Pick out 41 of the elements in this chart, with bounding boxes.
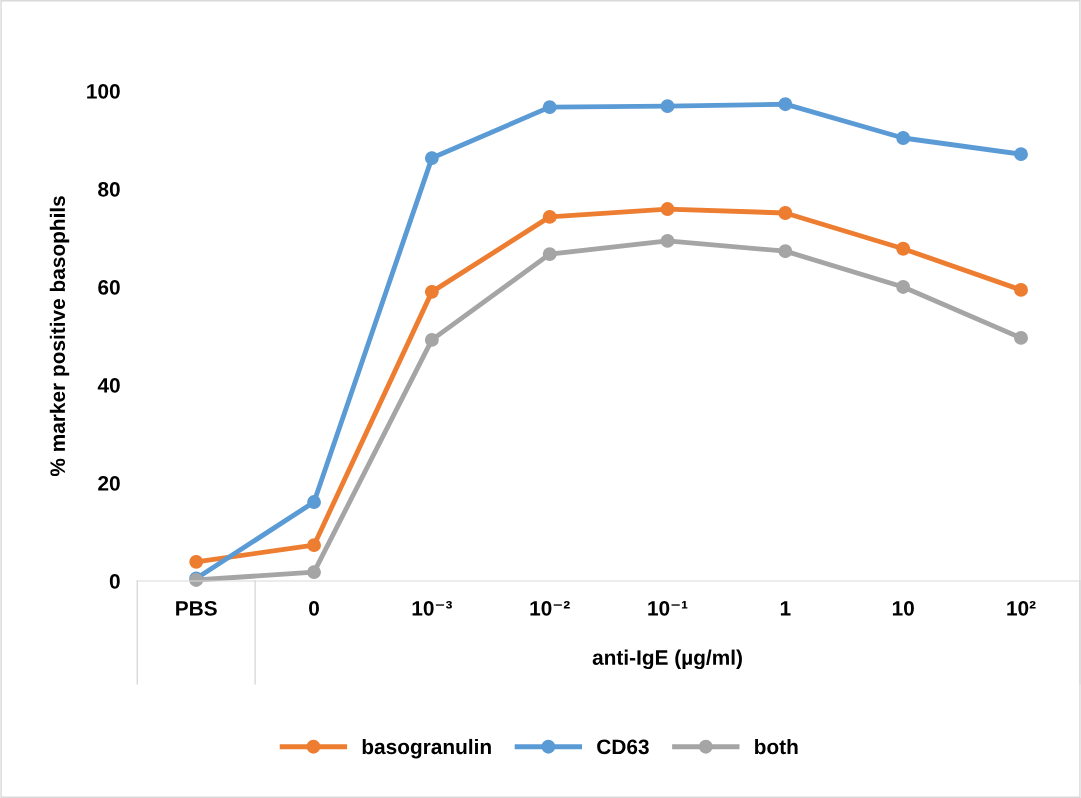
point: [660, 233, 675, 248]
point: [778, 97, 793, 112]
point: [307, 565, 321, 580]
point: [896, 280, 911, 294]
x-tick-label: PBS: [176, 600, 217, 616]
point: [1014, 147, 1028, 162]
point: [424, 284, 439, 299]
point: [1014, 282, 1028, 297]
x-axis-title: anti-IgE (µg/ml): [592, 649, 742, 670]
legend-label: both: [755, 738, 798, 755]
point: [778, 206, 793, 220]
point: [896, 131, 911, 145]
point: [307, 538, 321, 553]
point: [542, 100, 557, 115]
point: [1014, 330, 1028, 345]
point: [778, 244, 793, 259]
y-tick-label: 0: [109, 573, 120, 589]
x-tick-label: 10: [892, 600, 914, 616]
x-tick-label: 10⁻³: [412, 600, 452, 616]
x-tick-label: 0: [309, 600, 319, 616]
point: [660, 202, 675, 217]
point: [189, 554, 204, 569]
y-tick-label: 100: [87, 83, 120, 99]
x-tick-label: 10⁻¹: [648, 600, 688, 616]
point: [542, 209, 557, 224]
x-tick-label: 10²: [1007, 600, 1036, 616]
y-axis-title: % marker positive basophils: [49, 196, 70, 477]
point: [307, 495, 321, 510]
x-tick-label: 10⁻²: [530, 600, 570, 616]
point: [424, 332, 439, 347]
y-tick-label: 80: [98, 181, 120, 197]
point: [896, 241, 911, 256]
point: [660, 99, 675, 114]
y-tick-label: 40: [97, 377, 120, 393]
y-tick-label: 20: [98, 475, 120, 491]
y-tick-label: 60: [98, 279, 120, 295]
x-tick-label: 1: [780, 601, 791, 616]
point: [424, 151, 439, 166]
legend-label: basogranulin: [362, 738, 491, 759]
legend-label: CD63: [597, 739, 649, 755]
point: [542, 247, 557, 262]
